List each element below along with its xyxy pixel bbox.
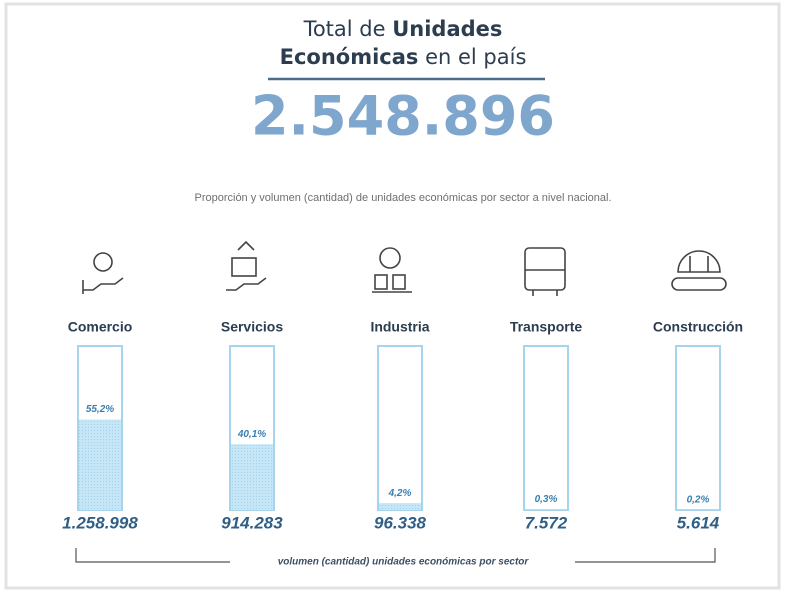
title-line-2: Económicas en el país <box>280 45 527 69</box>
count-label: 1.258.998 <box>62 513 138 532</box>
value-label: 4,2% <box>388 488 412 499</box>
title-part: Económicas <box>280 45 419 69</box>
count-label: 7.572 <box>525 513 568 532</box>
footer: volumen (cantidad) unidades económicas p… <box>278 557 530 568</box>
bar <box>231 444 273 510</box>
bar-track <box>523 345 569 511</box>
total: 2.548.896 <box>251 85 555 148</box>
title-line-1: Total de Unidades <box>303 17 503 41</box>
value-label: 40,1% <box>237 429 266 440</box>
value-label: 55,2% <box>86 404 114 415</box>
count-label: 96.338 <box>374 513 427 532</box>
title-part: Unidades <box>392 17 502 41</box>
category-label: Transporte <box>510 319 583 335</box>
count-label: 5.614 <box>677 513 720 532</box>
bar-track <box>675 345 721 511</box>
count-label: 914.283 <box>221 513 283 532</box>
category-label: Industria <box>370 319 429 335</box>
bracket <box>75 548 716 563</box>
title-part: Total de <box>303 17 386 41</box>
icons <box>82 240 727 296</box>
title-part: en el país <box>425 45 526 69</box>
category-label: Servicios <box>221 319 283 335</box>
category-label: Construcción <box>653 319 743 335</box>
value-label: 0,3% <box>535 494 558 505</box>
value-label: 0,2% <box>687 494 710 505</box>
category-label: Comercio <box>68 319 133 335</box>
subtitle: Proporción y volumen (cantidad) de unida… <box>194 192 611 204</box>
bar-track <box>377 345 423 511</box>
bar <box>379 503 421 510</box>
bar <box>79 419 121 510</box>
